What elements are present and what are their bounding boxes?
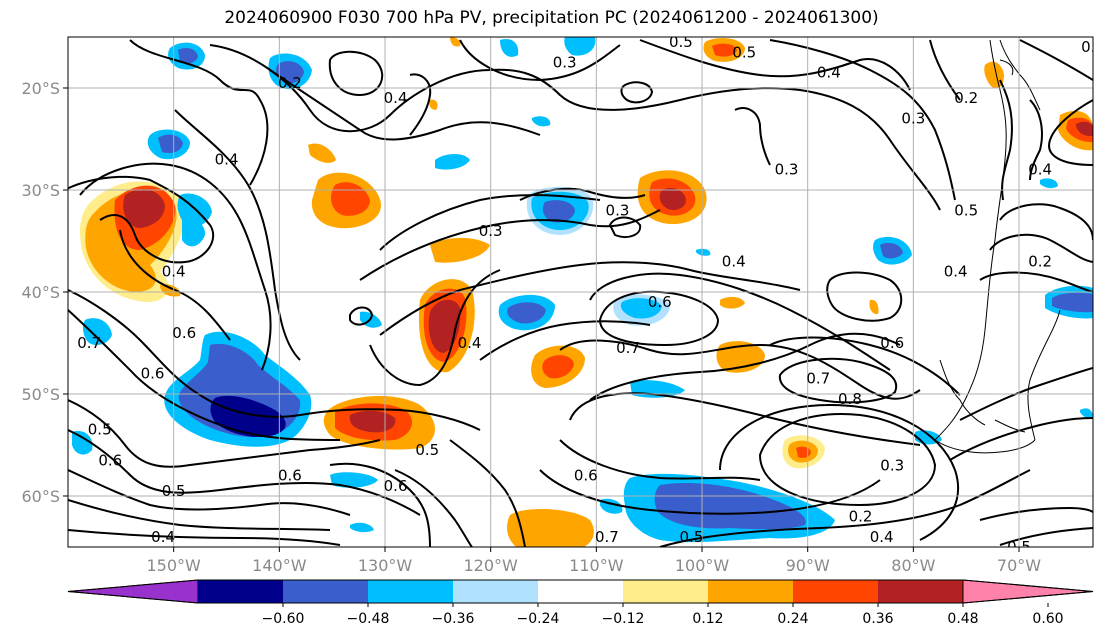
contour-label: 0.4 bbox=[944, 263, 968, 281]
lon-tick-label: 120°W bbox=[464, 556, 519, 575]
colorbar-tick-label: 0.48 bbox=[947, 611, 978, 627]
colorbar-tick-label: 0.36 bbox=[862, 611, 893, 627]
map-area: 0.2 0.4 0.3 0.5 0.4 0.5 0.3 0.3 0.2 0.3 0.4 0.5 0.4 0… bbox=[68, 33, 1103, 576]
contour-label: 0.4 bbox=[384, 89, 408, 107]
contour-label: 0.2 bbox=[849, 507, 873, 525]
contour-label: 0.2 bbox=[1028, 252, 1052, 270]
colorbar-segment bbox=[368, 580, 453, 603]
contour-label: 0.3 bbox=[606, 201, 630, 219]
colorbar-tick-label: −0.12 bbox=[602, 611, 645, 627]
colorbar-segment bbox=[623, 580, 708, 603]
contour-label: 0.2 bbox=[954, 89, 978, 107]
lon-tick-label: 80°W bbox=[891, 556, 935, 575]
contour-label: 0.6 bbox=[648, 293, 672, 311]
colorbar-segment bbox=[453, 580, 538, 603]
contour-label: 0.5 bbox=[1007, 538, 1031, 556]
contour-label: 0.4 bbox=[458, 334, 482, 352]
contour-label: 0.7 bbox=[595, 528, 619, 546]
colorbar-segment bbox=[283, 580, 368, 603]
axis-ticks: 150°W 140°W 130°W 120°W 110°W 100°W 90°W 80°W 70… bbox=[21, 79, 1041, 575]
contour-label: 0.4 bbox=[722, 252, 746, 270]
contour-label: 0.6 bbox=[384, 477, 408, 495]
contour-label: 0.6 bbox=[880, 334, 904, 352]
contour-label: 0.6 bbox=[141, 365, 165, 383]
lon-tick-label: 150°W bbox=[146, 556, 201, 575]
contour-label: 0.3 bbox=[479, 222, 503, 240]
colorbar-tick-label: 0.60 bbox=[1032, 611, 1063, 627]
contour-label: 0.5 bbox=[680, 528, 704, 546]
pv-contours bbox=[68, 39, 1093, 547]
colorbar-segment bbox=[538, 580, 623, 603]
colorbar: −0.60 −0.48 −0.36 −0.24 −0.12 0.12 0.24 0.36 0.4… bbox=[67, 579, 1094, 627]
contour-label: 0.5 bbox=[88, 421, 112, 439]
colorbar-outline bbox=[67, 579, 1094, 604]
contour-label: 0.7 bbox=[806, 370, 830, 388]
colorbar-segment bbox=[198, 580, 283, 603]
colorbar-tick-label: −0.36 bbox=[432, 611, 475, 627]
contour-labels: 0.2 0.4 0.3 0.5 0.4 0.5 0.3 0.3 0.2 0.3 0.4 0.5 0.4 0… bbox=[77, 33, 1103, 576]
contour-label: 0.5 bbox=[669, 33, 693, 51]
contour-label: 0.4 bbox=[870, 528, 894, 546]
colorbar-tick-label: −0.24 bbox=[517, 611, 560, 627]
lat-tick-label: 60°S bbox=[21, 487, 60, 506]
lat-tick-label: 20°S bbox=[21, 79, 60, 98]
contour-label: 0.6 bbox=[172, 324, 196, 342]
lon-tick-label: 100°W bbox=[675, 556, 730, 575]
colorbar-tick-label: 0.12 bbox=[692, 611, 723, 627]
contour-label: 0.2 bbox=[278, 74, 302, 92]
contour-label: 0.4 bbox=[162, 263, 186, 281]
colorbar-tick-label: −0.48 bbox=[347, 611, 390, 627]
lon-tick-label: 110°W bbox=[569, 556, 624, 575]
contour-label: 0.5 bbox=[732, 43, 756, 61]
contour-label: 0.3 bbox=[901, 110, 925, 128]
contour-label: 0.8 bbox=[838, 390, 862, 408]
contour-label: 0.4 bbox=[151, 528, 175, 546]
lat-tick-label: 50°S bbox=[21, 385, 60, 404]
lon-tick-label: 130°W bbox=[358, 556, 413, 575]
contour-label: 0.5 bbox=[162, 482, 186, 500]
contour-label: 0.7 bbox=[1060, 558, 1084, 576]
precip-negative-anomaly bbox=[72, 37, 1093, 543]
colorbar-segment bbox=[878, 580, 963, 603]
contour-label: 0.5 bbox=[415, 441, 439, 459]
contour-label: 0.6 bbox=[278, 467, 302, 485]
contour-label: 0.3 bbox=[1081, 38, 1103, 56]
contour-label: 0.3 bbox=[880, 456, 904, 474]
contour-label: 0.7 bbox=[616, 339, 640, 357]
lon-tick-label: 90°W bbox=[786, 556, 830, 575]
contour-label: 0.3 bbox=[775, 161, 799, 179]
colorbar-tick-label: 0.24 bbox=[777, 611, 808, 627]
colorbar-tick-label: −0.60 bbox=[262, 611, 305, 627]
contour-label: 0.5 bbox=[954, 201, 978, 219]
lat-tick-label: 30°S bbox=[21, 181, 60, 200]
map-title: 2024060900 F030 700 hPa PV, precipitatio… bbox=[224, 8, 879, 28]
coastline bbox=[934, 39, 1061, 454]
colorbar-extend-high bbox=[962, 579, 1094, 604]
lat-tick-label: 40°S bbox=[21, 283, 60, 302]
colorbar-extend-low bbox=[67, 579, 199, 604]
gridlines bbox=[68, 37, 1093, 547]
contour-label: 0.6 bbox=[98, 451, 122, 469]
lon-tick-label: 140°W bbox=[252, 556, 307, 575]
contour-label: 0.7 bbox=[77, 334, 101, 352]
contour-label: 0.6 bbox=[574, 467, 598, 485]
contour-label: 0.4 bbox=[215, 150, 239, 168]
contour-label: 0.4 bbox=[1028, 161, 1052, 179]
colorbar-segment bbox=[708, 580, 793, 603]
colorbar-segment bbox=[793, 580, 878, 603]
contour-label: 0.3 bbox=[553, 54, 577, 72]
lon-tick-label: 70°W bbox=[997, 556, 1041, 575]
contour-label: 0.4 bbox=[817, 64, 841, 82]
